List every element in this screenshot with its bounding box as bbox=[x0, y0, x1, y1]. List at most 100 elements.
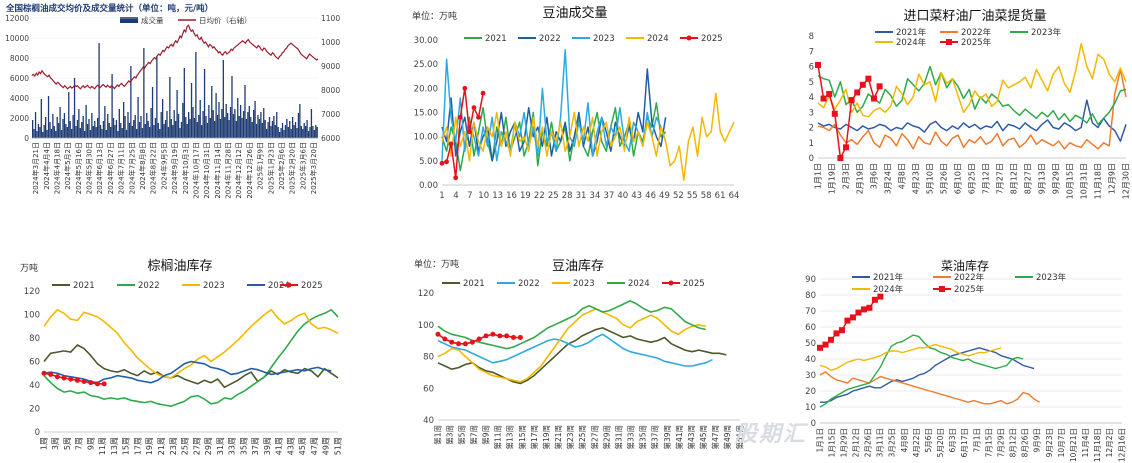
x-tick-label: 2024年5月2日 bbox=[63, 142, 72, 190]
data-point bbox=[837, 155, 844, 161]
data-point bbox=[476, 336, 482, 342]
volume-bar bbox=[248, 106, 250, 138]
x-tick-label: 2024年12月26日 bbox=[245, 142, 254, 199]
x-tick-label: 2024年5月30日 bbox=[85, 142, 94, 194]
x-tick-label: 13周 bbox=[110, 437, 119, 455]
data-point bbox=[480, 90, 486, 96]
volume-bar bbox=[203, 69, 206, 138]
y-tick-label: 5.00 bbox=[419, 157, 438, 167]
x-tick-label: 第7周 bbox=[468, 425, 478, 445]
volume-bar bbox=[195, 52, 197, 138]
volume-bar bbox=[189, 119, 191, 138]
x-tick-label: 4 bbox=[453, 191, 458, 201]
data-point bbox=[859, 81, 866, 88]
legend-marker bbox=[668, 280, 674, 286]
volume-bar bbox=[172, 125, 174, 138]
legend-marker bbox=[939, 286, 945, 292]
x-tick-label: 2024年9月19日 bbox=[170, 142, 179, 194]
volume-bar bbox=[177, 114, 180, 138]
volume-bar bbox=[69, 121, 71, 138]
y-tick-label: 0.00 bbox=[419, 181, 438, 191]
volume-bar bbox=[47, 96, 50, 138]
x-tick-label: 第35周 bbox=[638, 425, 648, 450]
x-tick-label: 2024年7月11日 bbox=[117, 142, 126, 194]
volume-bar bbox=[211, 86, 213, 138]
volume-bar bbox=[300, 126, 302, 138]
volume-bar bbox=[254, 101, 256, 138]
y-tick-label: 90 bbox=[805, 275, 816, 285]
x-tick-label: 2月12日 bbox=[851, 428, 860, 457]
x-tick-label: 2024年8月8日 bbox=[138, 142, 147, 190]
x-tick-label: 49 bbox=[659, 191, 670, 201]
volume-bar bbox=[68, 92, 70, 138]
volume-bar bbox=[190, 83, 193, 138]
series-line-2023 bbox=[437, 308, 706, 383]
data-point bbox=[511, 334, 516, 340]
volume-bar bbox=[212, 110, 214, 138]
y-tick-label: 0 bbox=[811, 419, 816, 429]
volume-bar bbox=[99, 125, 102, 138]
volume-bar bbox=[232, 114, 235, 138]
x-tick-label: 33周 bbox=[228, 437, 237, 455]
x-tick-label: 第47周 bbox=[710, 425, 720, 450]
legend-label: 2022 bbox=[518, 279, 540, 289]
volume-bar bbox=[162, 99, 164, 138]
y2-tick-label: 9000 bbox=[321, 62, 340, 71]
volume-bar bbox=[97, 118, 99, 138]
volume-bar bbox=[62, 119, 64, 138]
data-point bbox=[94, 381, 100, 387]
x-tick-label: 2024年3月21日 bbox=[31, 142, 40, 194]
x-tick-label: 7月15日 bbox=[984, 428, 993, 457]
volume-bar bbox=[250, 117, 252, 138]
volume-bar bbox=[149, 127, 151, 138]
series-line-2024 bbox=[437, 300, 706, 350]
volume-bar bbox=[39, 127, 41, 138]
volume-bar bbox=[56, 117, 58, 138]
series-line-2024 bbox=[441, 92, 735, 181]
price-line bbox=[31, 24, 319, 90]
legend-label: 2022 bbox=[539, 34, 561, 44]
volume-bar bbox=[279, 132, 281, 138]
unit-label: 单位：万吨 bbox=[412, 10, 457, 22]
x-tick-label: 2024年9月5日 bbox=[159, 142, 168, 190]
x-tick-label: 第31周 bbox=[613, 425, 623, 450]
volume-bar bbox=[82, 116, 84, 138]
volume-bar bbox=[53, 126, 55, 138]
chart-title: 豆油库存 bbox=[552, 258, 604, 274]
data-point bbox=[41, 370, 47, 376]
series-line-2021年 bbox=[820, 347, 1035, 403]
legend-label: 2025年 bbox=[961, 37, 992, 48]
volume-bar bbox=[266, 129, 268, 138]
x-tick-label: 2024年8月22日 bbox=[149, 142, 158, 194]
series-line-2022 bbox=[43, 309, 339, 407]
volume-bar bbox=[110, 127, 112, 138]
y-tick-label: 0 bbox=[35, 428, 40, 438]
x-tick-label: 9月23日 bbox=[1045, 428, 1054, 457]
volume-bar bbox=[247, 112, 249, 138]
series-line-2022 bbox=[437, 333, 713, 367]
x-tick-label: 41周 bbox=[275, 437, 284, 455]
data-point bbox=[483, 333, 489, 339]
data-point bbox=[439, 160, 445, 166]
x-tick-label: 11月4日 bbox=[1081, 428, 1090, 457]
volume-bar bbox=[52, 114, 54, 138]
volume-bar bbox=[175, 121, 177, 138]
volume-bar bbox=[169, 77, 171, 138]
volume-bar bbox=[84, 131, 86, 138]
volume-bar bbox=[154, 118, 157, 138]
volume-bar bbox=[136, 129, 138, 138]
series-line-2021年 bbox=[817, 99, 1127, 142]
volume-bar bbox=[170, 119, 172, 138]
x-tick-label: 5月26日 bbox=[939, 163, 948, 194]
x-tick-label: 37 bbox=[603, 191, 614, 201]
data-point bbox=[833, 330, 840, 337]
data-point bbox=[457, 114, 463, 120]
volume-bar bbox=[209, 118, 211, 138]
volume-bar bbox=[303, 123, 305, 138]
volume-bar bbox=[46, 130, 48, 138]
volume-bar bbox=[45, 117, 47, 138]
volume-bar bbox=[241, 118, 243, 138]
data-point bbox=[817, 344, 823, 351]
legend-label: 2022 bbox=[138, 281, 160, 291]
x-tick-label: 第45周 bbox=[698, 425, 708, 450]
